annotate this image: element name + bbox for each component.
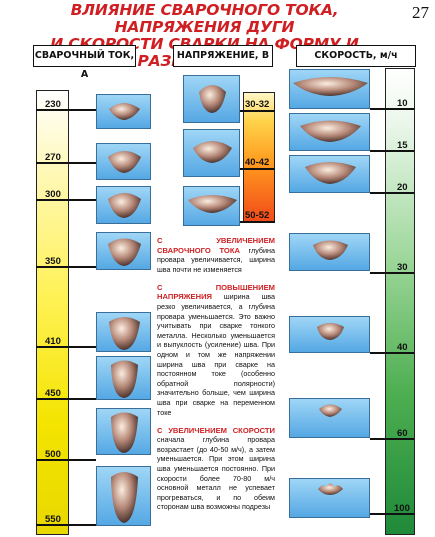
note-voltage: С ПОВЫШЕНИЕМ НАПРЯЖЕНИЯ ширина шва резко… — [157, 283, 275, 417]
current-label: 230 — [45, 99, 61, 110]
weld-sample-voltage-30-32 — [183, 75, 240, 123]
voltage-tick — [230, 168, 275, 170]
note-current: С УВЕЛИЧЕНИЕМ СВАРОЧНОГО ТОКА глубина пр… — [157, 236, 275, 274]
voltage-column-header: НАПРЯЖЕНИЕ, В — [173, 45, 273, 67]
weld-sample-current-550 — [96, 466, 151, 526]
weld-sample-current-300 — [96, 186, 151, 224]
speed-tick — [370, 150, 414, 152]
speed-label: 30 — [397, 262, 408, 273]
speed-label: 20 — [397, 182, 408, 193]
speed-label: 15 — [397, 140, 408, 151]
current-tick — [36, 199, 96, 201]
note-current-heading: С УВЕЛИЧЕНИЕМ СВАРОЧНОГО ТОКА — [157, 236, 275, 255]
weld-sample-current-350 — [96, 232, 151, 270]
speed-tick — [370, 192, 414, 194]
speed-tick — [370, 272, 414, 274]
note-speed-heading: С УВЕЛИЧЕНИЕМ СКОРОСТИ — [157, 425, 275, 435]
voltage-tick — [230, 221, 275, 223]
weld-sample-voltage-50-52 — [183, 186, 240, 226]
speed-tick — [370, 352, 414, 354]
current-label: 500 — [45, 449, 61, 460]
current-label: 270 — [45, 152, 61, 163]
page-number: 27 — [412, 3, 429, 22]
voltage-tick — [230, 110, 275, 112]
weld-sample-speed-30 — [289, 233, 370, 271]
note-current-body: глубина провара увеличивается, ширина шв… — [157, 245, 275, 274]
current-tick — [36, 459, 96, 461]
title-line-1: ВЛИЯНИЕ СВАРОЧНОГО ТОКА, НАПРЯЖЕНИЯ ДУГИ — [70, 1, 339, 36]
weld-sample-current-410 — [96, 312, 151, 352]
weld-sample-current-450 — [96, 356, 151, 400]
weld-sample-speed-20 — [289, 155, 370, 193]
current-label: 450 — [45, 388, 61, 399]
weld-sample-voltage-40-42 — [183, 129, 240, 177]
current-tick — [36, 398, 96, 400]
speed-label: 60 — [397, 428, 408, 439]
voltage-label: 40-42 — [245, 157, 270, 168]
current-label: 550 — [45, 514, 61, 525]
weld-sample-speed-10 — [289, 69, 370, 109]
weld-sample-speed-60 — [289, 398, 370, 438]
weld-sample-speed-15 — [289, 113, 370, 151]
speed-tick — [370, 438, 414, 440]
current-tick — [36, 524, 96, 526]
current-tick — [36, 266, 96, 268]
note-voltage-heading: С ПОВЫШЕНИЕМ НАПРЯЖЕНИЯ — [157, 282, 275, 302]
note-speed-body: сначала глубина провара возрастает (до 4… — [157, 435, 275, 512]
speed-tick — [370, 108, 414, 110]
note-speed: С УВЕЛИЧЕНИЕМ СКОРОСТИ сначала глубина п… — [157, 426, 275, 512]
current-tick — [36, 109, 96, 111]
current-scale-bar — [36, 90, 69, 535]
voltage-scale-bar — [243, 92, 275, 222]
speed-label: 10 — [397, 98, 408, 109]
voltage-label: 30-32 — [245, 99, 270, 110]
current-tick — [36, 346, 96, 348]
voltage-label: 50-52 — [245, 210, 270, 221]
weld-sample-current-270 — [96, 143, 151, 180]
current-label: 350 — [45, 256, 61, 267]
current-label: 410 — [45, 336, 61, 347]
speed-column-header: СКОРОСТЬ, м/ч — [296, 45, 416, 67]
speed-tick — [370, 513, 414, 515]
current-label: 300 — [45, 189, 61, 200]
current-column-header: СВАРОЧНЫЙ ТОК, А — [33, 45, 136, 80]
weld-sample-speed-100 — [289, 478, 370, 518]
weld-sample-current-500 — [96, 408, 151, 455]
notes-block: С УВЕЛИЧЕНИЕМ СВАРОЧНОГО ТОКА глубина пр… — [157, 236, 275, 521]
speed-scale-bar — [385, 68, 415, 535]
note-voltage-body: ширина шва резко увеличивается, а глубин… — [157, 292, 275, 417]
speed-label: 100 — [394, 503, 410, 514]
weld-sample-speed-40 — [289, 316, 370, 353]
speed-label: 40 — [397, 342, 408, 353]
current-tick — [36, 162, 96, 164]
weld-sample-current-230 — [96, 94, 151, 129]
